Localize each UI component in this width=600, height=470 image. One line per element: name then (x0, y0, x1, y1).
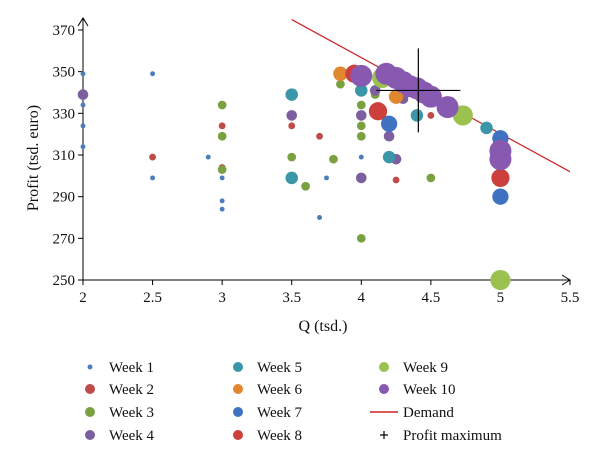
data-point-week-8 (368, 102, 388, 121)
y-axis-title: Profit (tsd. euro) (25, 105, 42, 211)
data-point-week-5 (285, 88, 298, 101)
data-point-week-2 (149, 153, 156, 161)
data-point-week-3 (217, 165, 227, 174)
y-axis-arrow (77, 17, 89, 27)
legend-label-profit-maximum: Profit maximum (403, 428, 502, 444)
data-point-week-10 (419, 85, 442, 108)
data-point-week-10 (489, 148, 512, 171)
data-point-week-5 (382, 150, 396, 164)
legend-label-week-9: Week 9 (403, 360, 448, 376)
data-point-week-4 (77, 89, 89, 100)
legend-label-week-8: Week 8 (257, 428, 302, 444)
data-point-week-1 (219, 198, 225, 204)
x-tick-label: 3 (218, 290, 226, 306)
data-point-week-6 (388, 89, 404, 104)
data-point-week-3 (217, 100, 227, 110)
data-point-week-3 (336, 79, 345, 89)
y-tick-label: 350 (53, 65, 76, 81)
legend-marker-week-5 (233, 362, 243, 372)
x-tick-label: 5.5 (561, 290, 580, 306)
legend-label-week-2: Week 2 (109, 382, 154, 398)
data-point-week-1 (205, 154, 211, 160)
legend-label-week-7: Week 7 (257, 405, 303, 421)
y-tick-label: 290 (53, 190, 76, 206)
data-point-week-1 (80, 71, 86, 77)
data-point-week-1 (150, 71, 156, 77)
data-point-week-1 (219, 175, 225, 181)
legend-label-week-3: Week 3 (109, 405, 154, 421)
legend-marker-week-1 (87, 364, 93, 370)
data-point-week-9 (490, 269, 511, 291)
y-tick-label: 250 (53, 273, 76, 289)
data-point-week-5 (480, 121, 493, 135)
data-point-week-3 (356, 131, 366, 141)
data-point-week-4 (355, 110, 367, 121)
legend-marker-week-7 (233, 407, 243, 417)
legend-marker-week-8 (233, 430, 243, 440)
data-point-week-3 (426, 173, 436, 183)
x-tick-label: 2 (79, 290, 87, 306)
legend-label-week-10: Week 10 (403, 382, 456, 398)
x-axis-title: Q (tsd.) (299, 318, 348, 335)
data-point-week-1 (219, 206, 225, 212)
legend-marker-week-2 (85, 384, 95, 394)
data-point-week-6 (333, 66, 348, 81)
data-point-week-1 (80, 144, 86, 150)
data-point-week-2 (288, 122, 296, 130)
data-point-week-3 (217, 131, 227, 141)
data-point-week-1 (80, 102, 86, 108)
legend-marker-week-4 (85, 430, 95, 440)
data-point-week-3 (287, 152, 297, 162)
overlays (376, 48, 461, 133)
data-point-week-3 (301, 181, 310, 191)
legend-marker-week-9 (379, 362, 389, 372)
data-point-week-5 (355, 84, 368, 97)
data-point-week-2 (427, 112, 435, 119)
data-point-week-2 (392, 176, 400, 184)
axes: 2 2.5 3 3.5 4 4.5 5 5.5 250 270 290 310 330 350 370 (53, 17, 580, 306)
data-point-week-1 (150, 175, 156, 181)
data-point-week-4 (383, 130, 395, 142)
legend-marker-week-6 (233, 384, 243, 394)
legend-marker-week-10 (379, 384, 389, 394)
data-point-week-3 (329, 154, 338, 164)
data-point-week-5 (285, 171, 298, 185)
data-points (77, 62, 512, 291)
y-tick-label: 330 (53, 106, 76, 122)
data-point-week-7 (380, 115, 398, 132)
data-point-week-1 (358, 154, 364, 160)
x-tick-label: 3.5 (282, 290, 301, 306)
data-point-week-2 (316, 132, 323, 140)
data-point-week-1 (317, 215, 322, 220)
data-point-week-10 (350, 64, 373, 87)
data-point-week-4 (286, 110, 298, 121)
data-point-week-4 (369, 85, 381, 96)
data-point-week-2 (218, 122, 226, 130)
legend-marker-week-3 (85, 407, 95, 417)
legend-label-week-6: Week 6 (257, 382, 303, 398)
data-point-week-3 (356, 233, 366, 243)
y-tick-label: 370 (53, 23, 76, 39)
legend-label-week-1: Week 1 (109, 360, 154, 376)
x-tick-label: 2.5 (143, 290, 162, 306)
x-tick-label: 5 (497, 290, 505, 306)
data-point-week-4 (355, 172, 367, 184)
data-point-week-1 (324, 175, 329, 181)
legend-label-demand: Demand (403, 405, 454, 421)
x-tick-label: 4 (358, 290, 366, 306)
data-point-week-8 (491, 168, 510, 188)
data-point-week-3 (356, 121, 366, 131)
data-point-week-5 (410, 109, 424, 122)
legend: Week 1 Week 2 Week 3 Week 4 Week 5 Week 6 Week… (85, 360, 502, 444)
legend-label-week-4: Week 4 (109, 428, 155, 444)
y-tick-label: 310 (53, 148, 76, 164)
data-point-week-10 (436, 96, 459, 119)
y-tick-label: 270 (53, 231, 76, 247)
data-point-week-7 (492, 188, 509, 205)
data-point-week-3 (356, 100, 366, 110)
x-tick-label: 4.5 (421, 290, 440, 306)
legend-label-week-5: Week 5 (257, 360, 302, 376)
data-point-week-1 (80, 123, 86, 129)
